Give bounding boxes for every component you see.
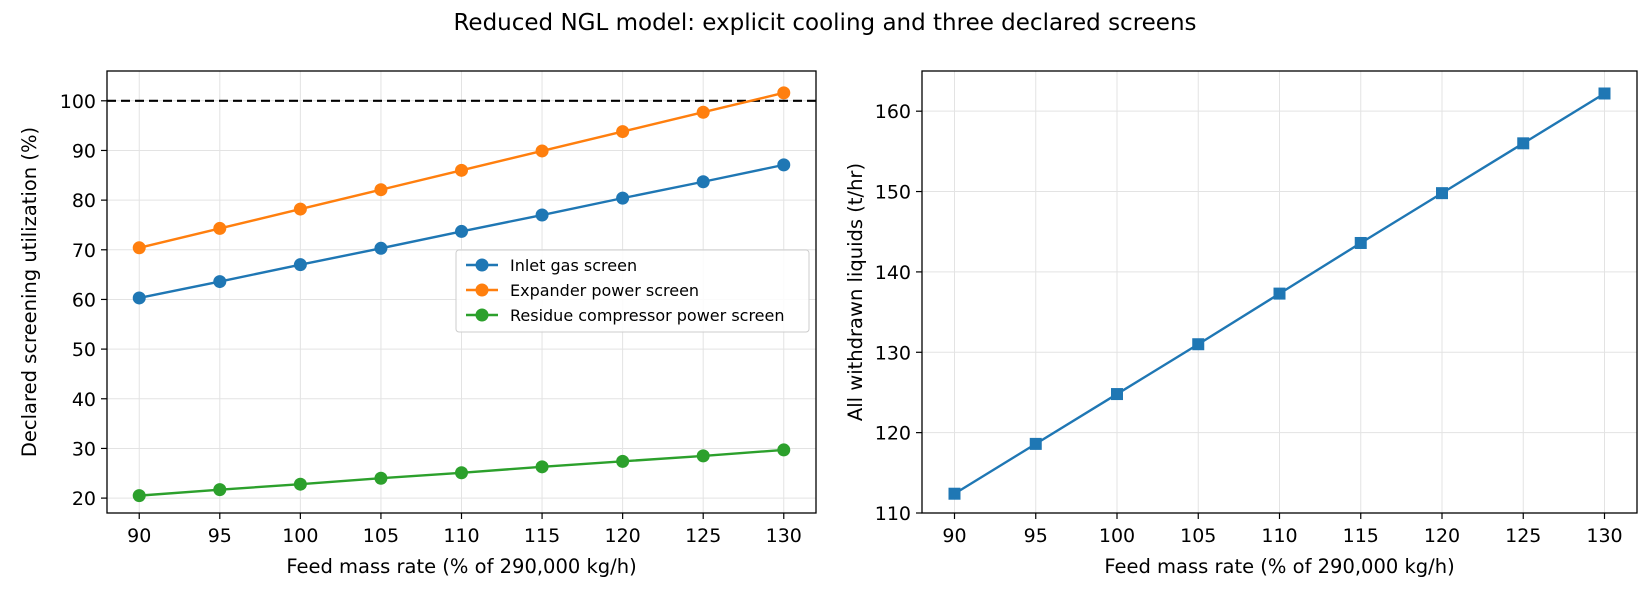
y-tick-label: 50 [72, 339, 96, 361]
axes-frame [106, 70, 817, 514]
y-tick-label: 90 [72, 140, 96, 162]
y-tick-label: 120 [875, 423, 911, 445]
legend-swatch-marker [475, 283, 489, 297]
data-point [948, 487, 961, 500]
data-point [535, 144, 549, 158]
y-axis-label: Declared screening utilization (%) [18, 127, 41, 457]
data-point [1029, 437, 1042, 450]
series-3 [132, 443, 791, 503]
y-tick-label: 70 [72, 240, 96, 262]
data-point [1436, 187, 1448, 200]
y-tick-label: 80 [72, 190, 96, 212]
data-point [213, 221, 227, 235]
x-tick-label: 130 [1586, 525, 1622, 547]
y-tick-label: 20 [72, 488, 96, 510]
data-point [455, 466, 468, 480]
utilization-chart: 90 95 100 105 110 115 120 125 130 20 30 40 50 60 70 80 9… [18, 70, 817, 578]
x-tick-label: 120 [1424, 525, 1460, 547]
data-point [535, 208, 549, 222]
series-1 [132, 158, 791, 305]
data-point [213, 483, 227, 497]
x-tick-label: 115 [1343, 525, 1379, 547]
legend-swatch-marker [475, 258, 489, 272]
x-tick-label: 90 [127, 525, 151, 547]
data-point [535, 460, 549, 474]
plot-area [107, 86, 816, 503]
data-point [777, 158, 791, 172]
data-point [213, 275, 227, 289]
data-point [132, 291, 146, 305]
data-point [777, 443, 791, 457]
x-axis-label: Feed mass rate (% of 290,000 kg/h) [286, 555, 636, 578]
x-tick-label: 90 [942, 525, 966, 547]
legend-label: Expander power screen [510, 281, 699, 300]
data-point [374, 183, 388, 197]
data-point [616, 191, 630, 205]
figure-suptitle: Reduced NGL model: explicit cooling and … [453, 10, 1196, 36]
legend-swatch-marker [475, 308, 489, 322]
y-tick-label: 40 [72, 389, 96, 411]
series-2 [132, 86, 791, 255]
data-point [777, 86, 791, 100]
liquids-chart: 90 95 100 105 110 115 120 125 130 110 120 130 140 150… [844, 70, 1638, 578]
y-tick-label: 60 [72, 289, 96, 311]
x-tick-label: 95 [208, 525, 232, 547]
data-point [616, 454, 630, 468]
data-point [132, 241, 146, 255]
y-tick-label: 100 [60, 91, 96, 113]
legend-label: Residue compressor power screen [510, 306, 785, 325]
axes-frame [921, 70, 1638, 514]
data-point [696, 449, 710, 463]
data-point [696, 175, 710, 189]
x-tick-label: 105 [363, 525, 399, 547]
legend: Inlet gas screen Expander power screen Res… [455, 249, 810, 333]
data-point [1598, 87, 1611, 100]
x-tick-label: 125 [685, 525, 721, 547]
y-tick-label: 30 [72, 438, 96, 460]
data-point [293, 202, 307, 216]
x-tick-label: 100 [1099, 525, 1135, 547]
x-tick-label: 105 [1180, 525, 1216, 547]
legend-label: Inlet gas screen [510, 256, 637, 275]
plot-area [948, 87, 1611, 500]
y-tick-label: 140 [875, 262, 911, 284]
data-point [455, 224, 468, 238]
data-point [1354, 236, 1367, 249]
x-axis-label: Feed mass rate (% of 290,000 kg/h) [1104, 555, 1454, 578]
legend-frame [455, 249, 810, 333]
y-tick-label: 150 [875, 182, 911, 204]
data-point [293, 477, 307, 491]
series-1 [948, 87, 1611, 500]
y-tick-label: 110 [875, 503, 911, 525]
data-point [1517, 137, 1530, 150]
data-point [293, 258, 307, 272]
data-point [1273, 287, 1286, 300]
data-point [1192, 338, 1205, 351]
data-point [616, 125, 630, 139]
y-tick-label: 160 [875, 101, 911, 123]
y-axis-label: All withdrawn liquids (t/hr) [844, 163, 867, 421]
x-tick-label: 120 [605, 525, 641, 547]
y-tick-label: 130 [875, 342, 911, 364]
x-tick-label: 115 [524, 525, 560, 547]
data-point [696, 105, 710, 119]
x-tick-label: 130 [766, 525, 802, 547]
data-point [374, 471, 388, 485]
data-point [455, 163, 468, 177]
x-tick-label: 110 [1261, 525, 1297, 547]
x-tick-label: 100 [282, 525, 318, 547]
x-tick-label: 110 [443, 525, 479, 547]
x-tick-label: 95 [1024, 525, 1048, 547]
data-point [1111, 388, 1123, 401]
x-tick-label: 125 [1505, 525, 1541, 547]
data-point [374, 241, 388, 255]
data-point [132, 489, 146, 503]
